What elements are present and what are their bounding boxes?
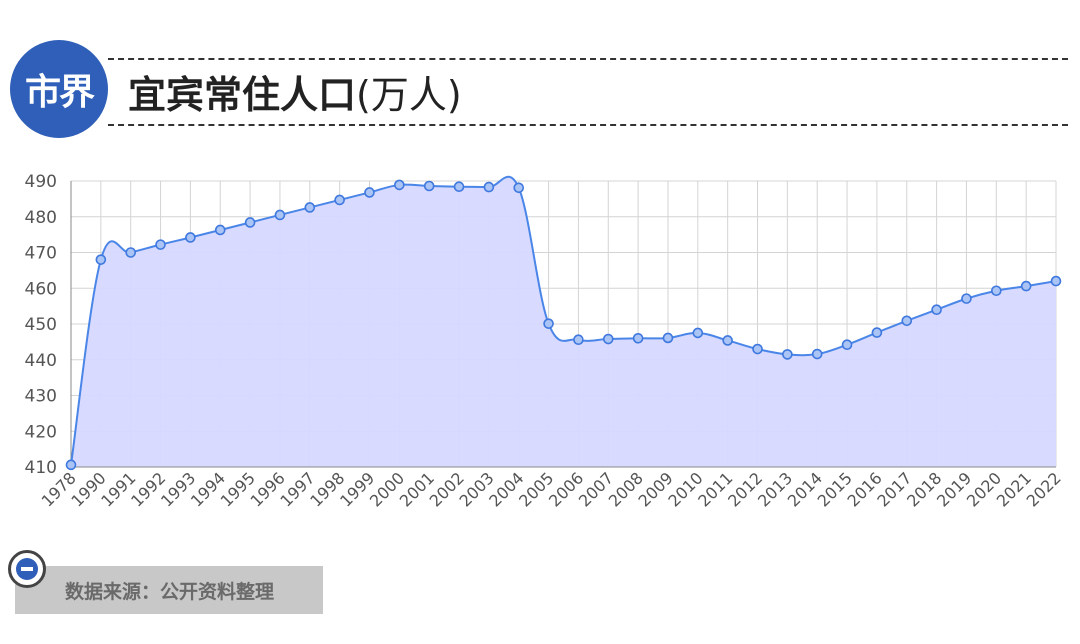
y-tick-label: 470 [25,244,57,264]
data-point [244,217,256,228]
header-divider-bottom [108,124,1068,126]
data-point [423,180,435,192]
data-point [453,181,465,193]
y-tick-label: 480 [25,208,57,228]
chart-title: 宜宾常住人口(万人) [128,64,462,119]
data-point [274,209,286,221]
chart-title-unit: (万人) [356,73,462,117]
data-point [931,304,942,316]
header-divider-top [108,58,1068,60]
data-point [692,327,704,339]
data-point [543,318,554,329]
data-point [214,224,226,236]
data-point [871,327,883,338]
minus-circle-icon [8,550,46,588]
x-tick-label: 2022 [1023,468,1065,510]
data-point [901,315,913,327]
data-point [65,459,77,471]
y-tick-label: 450 [25,315,57,335]
data-point [394,179,405,191]
data-point [632,332,644,344]
data-point [483,181,495,193]
data-point [573,334,584,346]
data-point [1050,275,1062,287]
source-note: 数据来源：公开资料整理 [15,566,323,614]
data-point [841,339,853,351]
data-point [513,182,525,194]
data-point [752,343,763,355]
data-point [364,187,375,198]
y-tick-label: 420 [25,422,57,442]
data-point [95,254,107,265]
y-tick-label: 410 [25,458,57,478]
logo-badge: 市界 [10,40,108,138]
y-tick-label: 460 [25,279,57,299]
data-point [961,293,972,304]
source-text: 数据来源：公开资料整理 [65,580,275,603]
data-point [722,335,733,346]
data-point [304,202,316,213]
data-point [334,194,345,206]
y-tick-label: 490 [25,172,57,192]
area-fill [71,176,1056,467]
data-point [811,348,823,360]
data-point [185,232,196,243]
data-point [991,285,1002,297]
y-tick-label: 440 [25,351,57,371]
data-point [602,333,614,345]
data-point [155,239,166,250]
data-point [662,332,674,344]
logo-text: 市界 [24,72,95,113]
data-point [782,349,793,360]
chart-title-text: 宜宾常住人口 [128,73,357,117]
y-tick-label: 430 [25,387,57,407]
data-point [125,247,136,258]
data-point [1020,280,1032,292]
